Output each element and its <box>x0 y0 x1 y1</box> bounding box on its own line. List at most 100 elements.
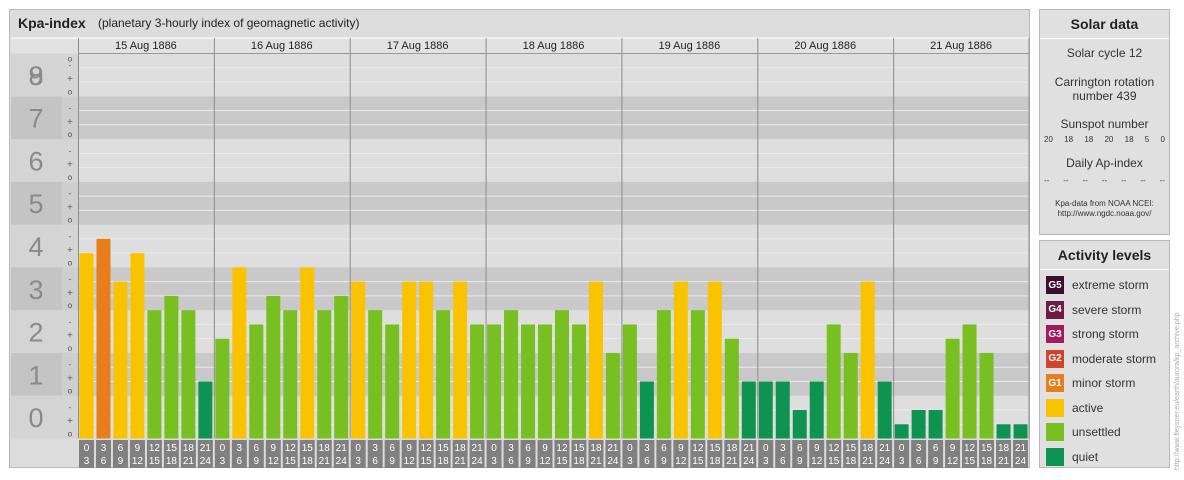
interval-label-box <box>469 440 485 468</box>
ap-value: -- <box>1101 176 1108 185</box>
interval-end-label: 9 <box>389 456 395 467</box>
legend-swatch: G3 <box>1046 325 1064 343</box>
interval-start-label: 0 <box>627 443 633 454</box>
interval-start-label: 21 <box>1015 443 1027 454</box>
interval-end-label: 9 <box>797 456 803 467</box>
minor-tick-label: - <box>69 403 72 412</box>
legend-label: moderate storm <box>1072 351 1157 366</box>
interval-end-label: 9 <box>933 456 939 467</box>
interval-start-label: 6 <box>525 443 531 454</box>
kp-bar <box>487 324 502 439</box>
kp-bar <box>436 310 451 439</box>
kp-bar <box>181 310 196 439</box>
interval-end-label: 12 <box>675 456 687 467</box>
interval-start-label: 3 <box>780 443 786 454</box>
minor-tick-label: o <box>68 55 73 64</box>
interval-start-label: 15 <box>166 443 178 454</box>
interval-start-label: 18 <box>862 443 874 454</box>
interval-label-box <box>1013 440 1028 468</box>
day-label: 18 Aug 1886 <box>523 40 585 52</box>
level-band <box>78 53 1029 97</box>
sunspot-value: 20 <box>1044 135 1053 144</box>
interval-end-label: 3 <box>84 456 90 467</box>
kp-bar <box>996 424 1011 439</box>
minor-tick-label: o <box>68 258 73 267</box>
kp-bar <box>538 324 552 439</box>
data-source-label: Kpa-data from NOAA NCEI: <box>1055 199 1154 208</box>
interval-start-label: 6 <box>933 443 939 454</box>
kp-bar <box>775 381 790 439</box>
minor-tick-label: - <box>69 232 72 241</box>
legend-item: G4 severe storm <box>1046 300 1141 320</box>
interval-label-box <box>554 440 570 468</box>
interval-end-label: 18 <box>166 456 178 467</box>
interval-start-label: 3 <box>644 443 650 454</box>
interval-label-box <box>928 440 944 468</box>
interval-label-box <box>503 440 519 468</box>
data-source-url: http://www.ngdc.noaa.gov/ <box>1057 209 1152 218</box>
kp-bar <box>300 267 315 439</box>
kp-bar <box>673 281 688 439</box>
interval-start-label: 3 <box>101 443 107 454</box>
kp-bar <box>504 310 519 439</box>
interval-label-box <box>214 440 230 468</box>
sunspot-value: 20 <box>1104 135 1114 144</box>
interval-start-label: 15 <box>981 443 993 454</box>
interval-end-label: 6 <box>372 456 378 467</box>
kp-bar <box>724 338 739 439</box>
interval-label-box <box>571 440 587 468</box>
interval-end-label: 15 <box>285 456 297 467</box>
y-tick-label: 2 <box>28 318 43 348</box>
interval-end-label: 6 <box>508 456 514 467</box>
y-tick-label: 5 <box>28 189 43 219</box>
sunspot-value: 0 <box>1160 135 1165 144</box>
interval-label-box <box>605 440 621 468</box>
kp-bar <box>571 324 586 439</box>
interval-end-label: 18 <box>845 456 857 467</box>
kp-bar <box>792 409 807 439</box>
interval-end-label: 12 <box>811 456 823 467</box>
kp-bar <box>232 267 247 439</box>
chart-title: Kpa-index <box>18 15 86 31</box>
interval-end-label: 12 <box>539 456 551 467</box>
interval-start-label: 0 <box>899 443 905 454</box>
legend-label: unsettled <box>1072 425 1121 439</box>
interval-end-label: 3 <box>491 456 497 467</box>
interval-start-label: 0 <box>763 443 769 454</box>
kp-bar <box>164 295 179 439</box>
kp-bar <box>962 324 977 439</box>
chart-subtitle: (planetary 3-hourly index of geomagnetic… <box>98 16 360 30</box>
kp-chart-panel: Kpa-index (planetary 3-hourly index of g… <box>9 9 1030 468</box>
interval-start-label: 15 <box>438 443 450 454</box>
minor-tick-label: + <box>67 331 74 340</box>
legend-item: unsettled <box>1046 422 1121 442</box>
interval-label-box <box>537 440 553 468</box>
legend-item: quiet <box>1046 447 1098 467</box>
interval-label-box <box>962 440 978 468</box>
minor-tick-label: o <box>68 173 73 182</box>
sunspot-value: 18 <box>1124 135 1134 144</box>
kp-bar <box>758 381 773 439</box>
interval-end-label: 18 <box>981 456 993 467</box>
interval-label-box <box>945 440 961 468</box>
interval-end-label: 6 <box>780 456 786 467</box>
interval-label-box <box>894 440 910 468</box>
y-tick-label: 1 <box>28 360 43 390</box>
kp-bar <box>656 310 671 439</box>
interval-start-label: 15 <box>709 443 721 454</box>
interval-start-label: 21 <box>200 443 212 454</box>
interval-end-label: 15 <box>692 456 704 467</box>
interval-start-label: 3 <box>916 443 922 454</box>
interval-end-label: 24 <box>200 456 212 467</box>
minor-tick-label: + <box>67 373 74 382</box>
kp-bar <box>826 324 841 439</box>
level-band <box>78 96 1029 140</box>
interval-start-label: 18 <box>590 443 602 454</box>
site-credit: http://www.fleysner.eu/earth/aurora/kp_a… <box>1174 312 1181 470</box>
interval-label-box <box>418 440 434 468</box>
interval-start-label: 6 <box>389 443 395 454</box>
interval-end-label: 6 <box>644 456 650 467</box>
interval-end-label: 18 <box>709 456 721 467</box>
interval-start-label: 12 <box>149 443 161 454</box>
interval-end-label: 24 <box>607 456 619 467</box>
